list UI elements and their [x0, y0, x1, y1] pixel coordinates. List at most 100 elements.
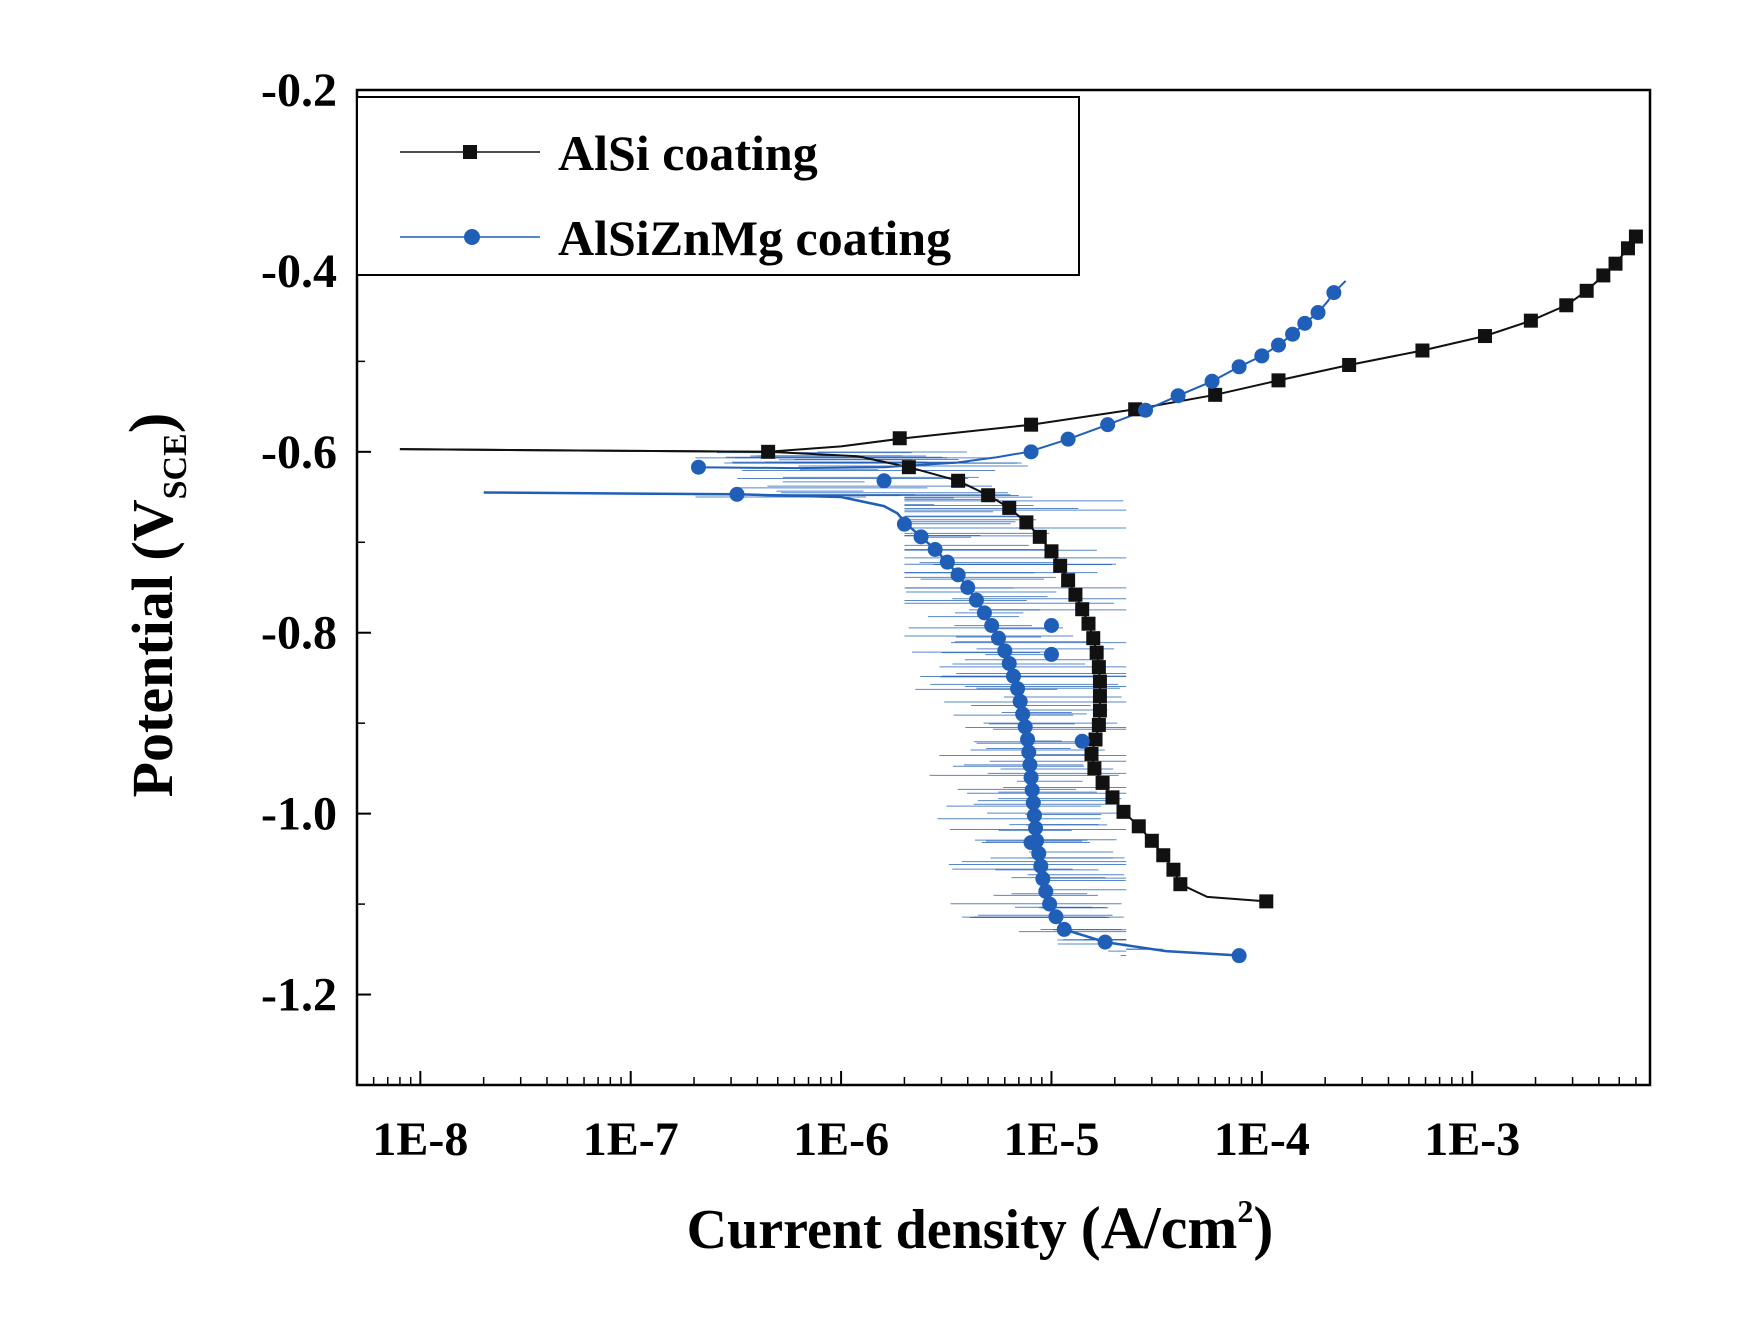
alsiznmg-data-point	[997, 643, 1013, 659]
legend-marker-alsiznmg	[464, 229, 480, 245]
alsiznmg-data-point	[1138, 402, 1154, 418]
alsi-data-point	[1068, 587, 1083, 602]
alsiznmg-data-point	[950, 567, 966, 583]
alsiznmg-data-point	[1024, 782, 1040, 798]
y-tick-label: -1.0	[261, 788, 337, 841]
alsiznmg-data-point	[990, 630, 1006, 646]
y-axis-title: Potential (VSCE)	[118, 413, 194, 798]
alsi-data-point	[1208, 387, 1223, 402]
alsi-data-point	[1105, 790, 1120, 805]
alsi-data-point	[1628, 229, 1643, 244]
alsiznmg-data-point	[1043, 617, 1059, 633]
alsiznmg-data-point	[1033, 858, 1049, 874]
alsiznmg-data-point	[1026, 807, 1042, 823]
alsiznmg-data-point	[1031, 845, 1047, 861]
alsi-data-point	[1087, 761, 1102, 776]
alsiznmg-data-point	[876, 473, 892, 489]
alsiznmg-data-point	[1270, 337, 1286, 353]
alsiznmg-data-point	[1010, 681, 1026, 697]
alsiznmg-data-point	[1043, 646, 1059, 662]
alsiznmg-data-point	[1038, 883, 1054, 899]
alsi-data-point	[1092, 674, 1107, 689]
legend-label-alsi: AlSi coating	[558, 125, 818, 181]
y-tick-label: -0.2	[261, 64, 337, 117]
alsi-data-point	[1131, 819, 1146, 834]
alsi-data-point	[1002, 500, 1017, 515]
alsiznmg-data-point	[939, 554, 955, 570]
alsi-data-point	[1061, 573, 1076, 588]
x-tick-label: 1E-6	[793, 1113, 889, 1166]
alsiznmg-data-point	[913, 529, 929, 545]
alsiznmg-data-point	[1015, 706, 1031, 722]
alsi-data-point	[1559, 298, 1574, 313]
alsiznmg-data-point	[1017, 719, 1033, 735]
alsiznmg-data-point	[1060, 431, 1076, 447]
alsiznmg-data-point	[1023, 769, 1039, 785]
alsi-data-point	[1342, 357, 1357, 372]
legend-marker-alsi	[463, 145, 477, 159]
alsiznmg-data-point	[960, 580, 976, 595]
alsi-data-point	[1084, 746, 1099, 761]
alsi-data-point	[1116, 804, 1131, 819]
y-axis-title-close: )	[118, 413, 186, 434]
alsi-data-point	[1095, 775, 1110, 790]
y-tick-label: -1.2	[261, 969, 337, 1022]
legend: AlSi coating AlSiZnMg coating	[356, 96, 1080, 276]
alsiznmg-data-point	[1170, 388, 1186, 404]
x-tick-label: 1E-4	[1214, 1113, 1310, 1166]
alsiznmg-data-point	[729, 486, 745, 502]
y-axis-title-sub: SCE	[157, 433, 194, 499]
alsiznmg-data-point	[1022, 757, 1038, 773]
alsiznmg-data-point	[1023, 835, 1039, 851]
x-tick-label: 1E-8	[372, 1113, 468, 1166]
y-tick-label: -0.6	[261, 426, 337, 479]
alsi-data-point	[1088, 732, 1103, 747]
alsiznmg-data-point	[1048, 909, 1064, 925]
alsiznmg-data-point	[1023, 444, 1039, 460]
alsi-data-point	[1019, 515, 1034, 530]
alsiznmg-data-point	[1042, 896, 1058, 912]
alsi-data-point	[1608, 256, 1623, 271]
alsi-data-point	[1092, 689, 1107, 704]
alsiznmg-data-point	[976, 605, 992, 621]
x-tick-label: 1E-5	[1003, 1113, 1099, 1166]
alsi-data-point	[1620, 241, 1635, 256]
alsi-data-point	[1089, 645, 1104, 660]
alsiznmg-data-point	[1204, 373, 1220, 389]
alsi-data-point	[981, 488, 996, 503]
alsi-cathodic-line	[399, 448, 1267, 903]
x-axis-title-sup: 2	[1237, 1193, 1253, 1229]
alsiznmg-data-point	[1074, 733, 1090, 749]
alsiznmg-data-point	[1025, 795, 1041, 811]
alsiznmg-data-point	[1021, 744, 1037, 760]
alsiznmg-data-point	[927, 542, 943, 558]
alsiznmg-data-point	[1001, 655, 1017, 671]
x-axis-title: Current density (A/cm2)	[687, 1193, 1274, 1261]
alsiznmg-cathodic-line	[483, 491, 1242, 957]
alsiznmg-data-point	[1297, 315, 1313, 331]
x-axis-title-main: Current density	[687, 1199, 1081, 1261]
alsi-data-point	[1091, 717, 1106, 732]
alsi-data-point	[1579, 283, 1594, 298]
alsiznmg-anodic-line	[693, 280, 1347, 470]
alsiznmg-data-point	[1020, 731, 1036, 747]
alsi-data-point	[892, 431, 907, 446]
alsiznmg-data-point	[690, 459, 706, 475]
alsi-data-point	[1086, 631, 1101, 646]
alsi-data-point	[1596, 268, 1611, 283]
x-axis-title-close: )	[1253, 1195, 1273, 1261]
alsi-data-point	[1144, 833, 1159, 848]
legend-box	[356, 96, 1080, 276]
alsi-data-point	[1156, 848, 1171, 863]
alsi-data-point	[1032, 529, 1047, 544]
alsiznmg-data-point	[1285, 326, 1301, 342]
alsiznmg-data-point	[1005, 668, 1021, 684]
plot-frame	[355, 88, 1652, 1087]
alsiznmg-data-point	[1028, 820, 1044, 836]
alsi-data-point	[951, 473, 966, 488]
alsiznmg-data-point	[1100, 417, 1116, 433]
alsi-data-point	[1024, 417, 1039, 432]
axes: -0.2 -0.4 -0.6 -0.8 -1.0 -1.2 1E-8 1E-7 1E-6 1E-5…	[261, 64, 1652, 1166]
alsi-data-point	[1259, 894, 1274, 909]
